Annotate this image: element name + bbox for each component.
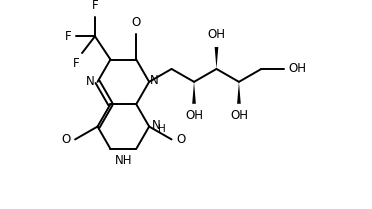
Text: OH: OH: [185, 109, 203, 122]
Text: N: N: [86, 75, 95, 88]
Text: O: O: [176, 133, 186, 146]
Text: OH: OH: [288, 62, 307, 75]
Polygon shape: [237, 82, 241, 104]
Text: F: F: [92, 0, 98, 12]
Text: N: N: [150, 74, 159, 87]
Text: F: F: [73, 57, 79, 70]
Polygon shape: [215, 47, 218, 69]
Text: OH: OH: [208, 28, 225, 42]
Text: O: O: [132, 16, 141, 29]
Text: F: F: [64, 30, 71, 43]
Text: H: H: [158, 124, 166, 134]
Text: N: N: [152, 119, 161, 132]
Polygon shape: [192, 82, 196, 104]
Text: OH: OH: [230, 109, 248, 122]
Text: O: O: [61, 133, 70, 146]
Text: NH: NH: [115, 154, 132, 167]
